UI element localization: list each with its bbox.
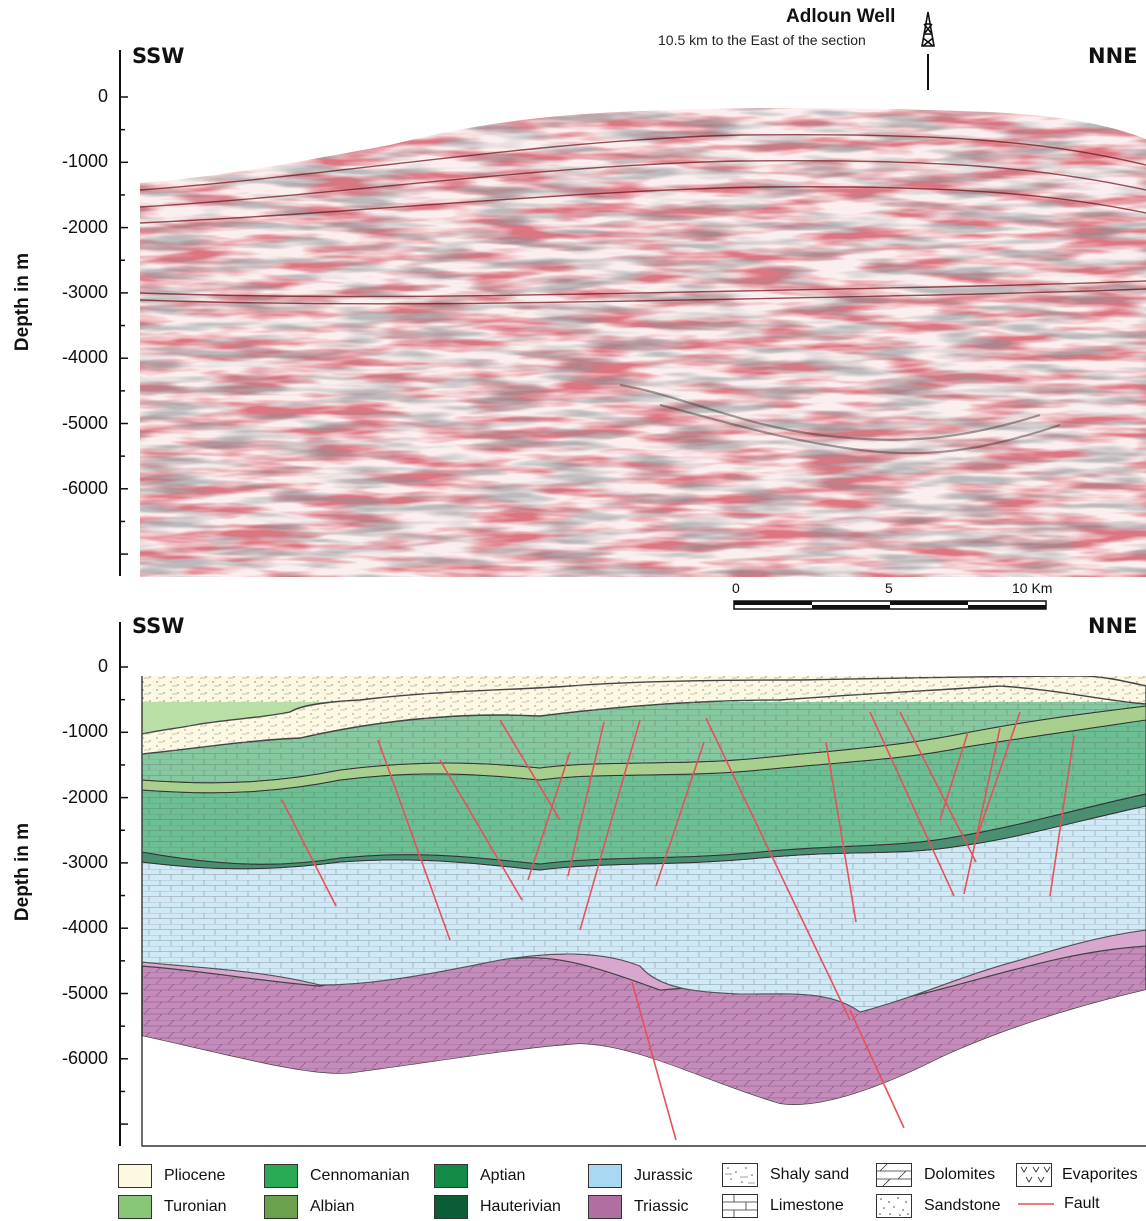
- top-y-tick-label: -5000: [61, 412, 108, 433]
- bottom-y-tick-label: -6000: [61, 1047, 108, 1068]
- triassic-swatch: [588, 1195, 622, 1219]
- legend-label: Aptian: [480, 1167, 526, 1184]
- legend-item-aptian: Aptian: [434, 1162, 525, 1190]
- top-y-tick-label: -4000: [61, 347, 108, 368]
- legend-label: Albian: [310, 1198, 355, 1215]
- scale-label-0: 0: [732, 580, 740, 596]
- legend-label: Jurassic: [634, 1167, 693, 1184]
- legend-label: Shaly sand: [770, 1166, 850, 1183]
- hauterivian-swatch: [434, 1195, 468, 1219]
- legend-item-sandstone: Sandstone: [876, 1192, 1001, 1220]
- evaporites-swatch: [1016, 1163, 1052, 1187]
- seismic-section: [140, 108, 1146, 577]
- top-right-direction: NNE: [1088, 44, 1138, 68]
- top-y-tick-label: -1000: [61, 151, 108, 172]
- legend-item-dolomites: Dolomites: [876, 1161, 995, 1189]
- legend-label: Evaporites: [1062, 1166, 1138, 1183]
- bottom-y-tick-label: -2000: [61, 786, 108, 807]
- dolomites-swatch: [876, 1163, 912, 1187]
- shaly-sand-swatch: [722, 1163, 758, 1187]
- legend-label: Fault: [1064, 1195, 1100, 1212]
- legend-item-limestone: Limestone: [722, 1192, 844, 1220]
- bottom-y-tick-label: -5000: [61, 982, 108, 1003]
- scale-bar: [733, 600, 1047, 610]
- legend-label: Turonian: [164, 1198, 227, 1215]
- legend-item-hauterivian: Hauterivian: [434, 1193, 561, 1221]
- well-note: 10.5 km to the East of the section: [658, 32, 866, 48]
- legend-item-jurassic: Jurassic: [588, 1162, 693, 1190]
- legend-item-cennomanian: Cennomanian: [264, 1162, 410, 1190]
- scale-label-10: 10 Km: [1012, 580, 1053, 596]
- legend-label: Cennomanian: [310, 1167, 410, 1184]
- albian-swatch: [264, 1195, 298, 1219]
- derrick-icon: [921, 11, 935, 90]
- top-y-tick-label: -3000: [61, 281, 108, 302]
- legend-label: Dolomites: [924, 1166, 996, 1183]
- geologic-cross-section: [141, 676, 1146, 1147]
- legend-item-albian: Albian: [264, 1193, 354, 1221]
- legend-item-turonian: Turonian: [118, 1193, 227, 1221]
- bottom-right-direction: NNE: [1088, 614, 1138, 638]
- bottom-y-tick-label: -4000: [61, 917, 108, 938]
- well-title: Adloun Well: [786, 6, 896, 27]
- bottom-y-tick-label: -3000: [61, 851, 108, 872]
- bottom-y-tick-label: -1000: [61, 721, 108, 742]
- bottom-left-direction: SSW: [132, 614, 185, 638]
- top-left-direction: SSW: [132, 44, 185, 68]
- bottom-y-tick-label: 0: [97, 656, 108, 676]
- legend-label: Triassic: [634, 1198, 689, 1215]
- legend-label: Pliocene: [164, 1167, 226, 1184]
- legend-label: Limestone: [770, 1197, 844, 1214]
- top-y-tick-label: -6000: [61, 477, 108, 498]
- top-y-tick-label: -2000: [61, 216, 108, 237]
- limestone-swatch: [722, 1194, 758, 1218]
- scale-label-5: 5: [885, 580, 893, 596]
- legend-item-evaporites: Evaporites: [1016, 1161, 1138, 1189]
- jurassic-swatch: [588, 1164, 622, 1188]
- aptian-swatch: [434, 1164, 468, 1188]
- bottom-y-axis: [119, 622, 128, 1146]
- top-y-tick-label: 0: [97, 86, 108, 106]
- legend-item-shaly-sand: Shaly sand: [722, 1161, 849, 1189]
- pliocene-swatch: [118, 1164, 152, 1188]
- legend-label: Sandstone: [924, 1197, 1001, 1214]
- legend-item-pliocene: Pliocene: [118, 1162, 225, 1190]
- sandstone-swatch: [876, 1194, 912, 1218]
- top-y-axis: [119, 50, 128, 576]
- legend-item-triassic: Triassic: [588, 1193, 689, 1221]
- cennomanian-swatch: [264, 1164, 298, 1188]
- fault-line-swatch: [1018, 1203, 1054, 1205]
- legend-item-fault: Fault: [1016, 1190, 1100, 1218]
- turonian-swatch: [118, 1195, 152, 1219]
- pliocene-layer: [141, 676, 1146, 755]
- legend-label: Hauterivian: [480, 1198, 561, 1215]
